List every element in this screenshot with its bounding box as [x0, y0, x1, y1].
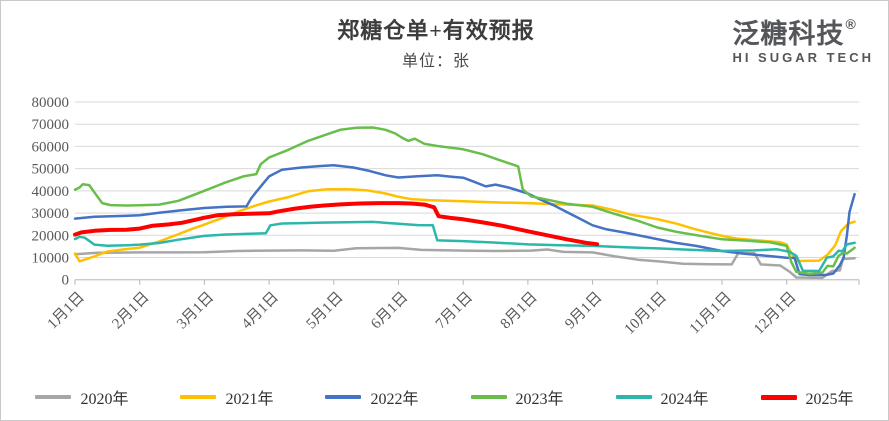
registered-trademark-icon: ®: [845, 16, 857, 32]
x-axis-tick-label: 4月1日: [239, 289, 282, 332]
y-axis-tick-label: 50000: [32, 162, 70, 178]
x-axis-tick-label: 5月1日: [303, 289, 346, 332]
legend-label: 2022年: [370, 391, 419, 408]
x-axis-tick-label: 11月1日: [687, 289, 735, 337]
x-axis-tick-label: 3月1日: [174, 289, 217, 332]
y-axis-tick-label: 70000: [32, 117, 70, 133]
y-axis-tick-label: 80000: [32, 95, 70, 111]
legend-item: 2023年: [470, 385, 564, 409]
x-axis-tick-label: 6月1日: [368, 289, 411, 332]
legend-item: 2020年: [35, 385, 128, 409]
y-axis-tick-label: 60000: [32, 139, 70, 155]
series-line-2020年: [73, 246, 856, 280]
x-axis-tick-label: 10月1日: [622, 289, 670, 337]
legend-label: 2021年: [225, 391, 274, 408]
y-axis-tick-label: 10000: [32, 250, 70, 266]
series-line-2023年: [73, 126, 856, 275]
series-line-2022年: [73, 164, 856, 277]
x-axis-tick-label: 1月1日: [45, 289, 88, 332]
y-axis-tick-label: 20000: [32, 228, 70, 244]
series-line-2025年: [73, 201, 600, 247]
series-line-2024年: [73, 220, 856, 273]
chart-title: 郑糖仓单+有效预报: [337, 18, 535, 43]
legend-label: 2024年: [660, 391, 709, 408]
y-axis-tick-label: 0: [62, 273, 70, 289]
legend-item: 2024年: [615, 385, 709, 409]
legend-line-swatch: [470, 395, 507, 399]
legend-item: 2025年: [760, 385, 854, 409]
x-axis-tick-label: 9月1日: [562, 289, 605, 332]
x-axis-tick-label: 12月1日: [751, 289, 799, 337]
chart-legend: 2020年 2021年 2022年 2023年 2024年 2025年: [1, 385, 888, 409]
brand-logo: 泛糖科技® HI SUGAR TECH: [732, 9, 874, 65]
y-axis-tick-label: 30000: [32, 206, 70, 222]
legend-item: 2021年: [180, 385, 273, 409]
legend-line-swatch: [35, 395, 72, 399]
x-axis-tick-label: 2月1日: [109, 289, 152, 332]
y-axis-tick-label: 40000: [32, 184, 70, 200]
legend-label: 2023年: [515, 391, 564, 408]
legend-label: 2020年: [80, 391, 129, 408]
legend-line-swatch: [615, 395, 652, 399]
legend-label: 2025年: [805, 391, 854, 408]
logo-text-cn: 泛糖科技®: [732, 16, 857, 49]
x-axis-tick-label: 7月1日: [433, 289, 476, 332]
legend-line-swatch: [760, 394, 797, 400]
chart-unit-label: 单位：张: [401, 53, 470, 70]
x-axis-tick-label: 8月1日: [498, 289, 541, 332]
legend-item: 2022年: [325, 385, 419, 409]
line-chart-plot: 0 10000 20000 30000 40000 50000 60000 70000 8000…: [32, 95, 860, 338]
legend-line-swatch: [180, 395, 217, 399]
legend-line-swatch: [325, 395, 362, 399]
logo-text-en: HI SUGAR TECH: [732, 50, 874, 65]
